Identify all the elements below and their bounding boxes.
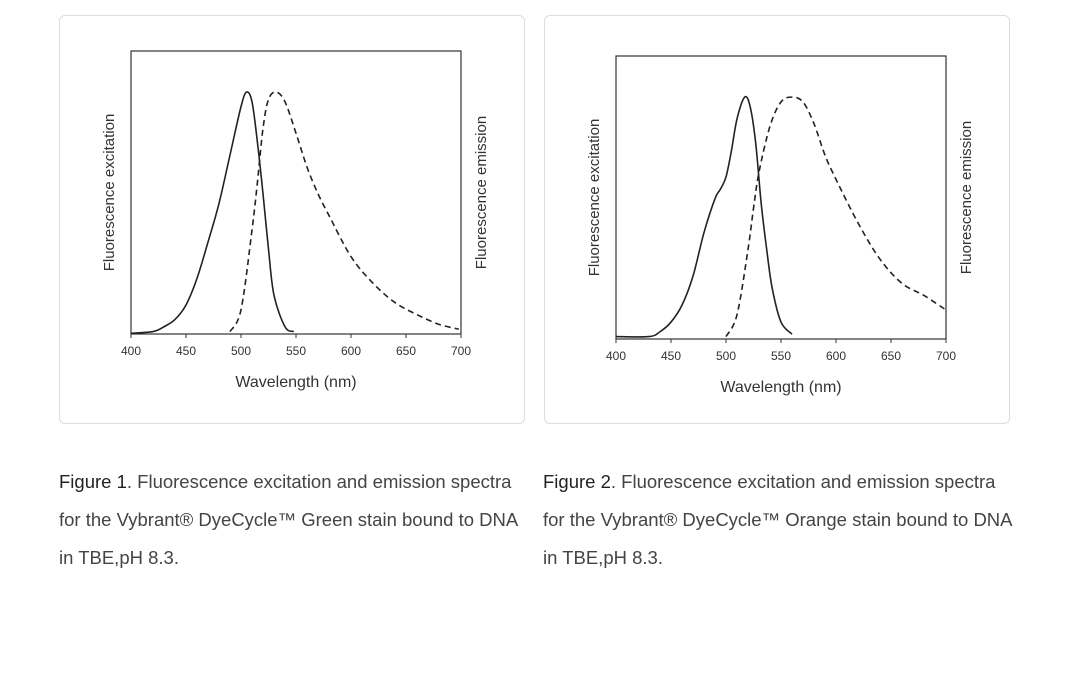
x-tick-label: 600 (341, 344, 361, 358)
figure-1-chart: 400 450 500 550 600 650 700 Wavelength (nm) Fluo… (101, 50, 490, 391)
emission-curve (725, 96, 947, 337)
figure-1-card: 400 450 500 550 600 650 700 Wavelength (nm) Fluo… (59, 15, 525, 424)
x-tick-label: 650 (881, 349, 901, 363)
x-tick-label: 450 (176, 344, 196, 358)
x-tick-label: 400 (606, 349, 626, 363)
x-axis-label: Wavelength (nm) (720, 379, 841, 396)
y-axis-label: Fluorescence excitation (586, 119, 603, 277)
figure-2-caption: Figure 2. Fluorescence excitation and em… (543, 463, 1013, 577)
x-tick-label: 400 (121, 344, 141, 358)
emission-curve (229, 91, 459, 333)
x-tick-label: 650 (396, 344, 416, 358)
figure-2-card: 400 450 500 550 600 650 700 Wavelength (nm) Fluo… (544, 15, 1010, 424)
caption-text: . Fluorescence excitation and emission s… (59, 471, 518, 568)
x-tick-label: 600 (826, 349, 846, 363)
caption-text: . Fluorescence excitation and emission s… (543, 471, 1012, 568)
x-tick-label: 700 (451, 344, 471, 358)
x-tick-label: 450 (661, 349, 681, 363)
x-tick-label: 500 (716, 349, 736, 363)
x-tick-label: 550 (771, 349, 791, 363)
excitation-curve (615, 95, 793, 338)
plot-frame (130, 50, 462, 335)
x-axis-label: Wavelength (nm) (235, 374, 356, 391)
caption-label: Figure 2 (543, 471, 611, 492)
x-tick-label: 500 (231, 344, 251, 358)
figure-1-caption: Figure 1. Fluorescence excitation and em… (59, 463, 529, 577)
y-axis-label-right: Fluorescence emission (958, 121, 975, 274)
plot-frame (615, 55, 947, 340)
x-tick-label: 700 (936, 349, 956, 363)
y-axis-label-right: Fluorescence emission (473, 116, 490, 269)
y-axis-label: Fluorescence excitation (101, 114, 118, 272)
figure-2-chart: 400 450 500 550 600 650 700 Wavelength (nm) Fluo… (586, 55, 975, 396)
caption-label: Figure 1 (59, 471, 127, 492)
excitation-curve (130, 91, 295, 335)
x-tick-label: 550 (286, 344, 306, 358)
